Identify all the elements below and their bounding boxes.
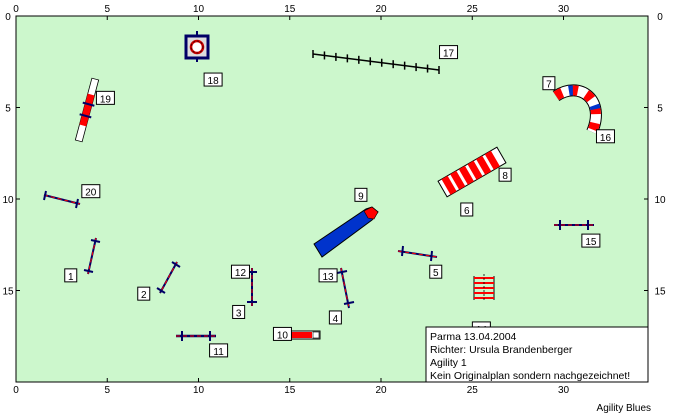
obstacle-5-jump [397,245,438,262]
x-tick-label-bottom: 25 [467,385,479,396]
x-tick-label-bottom: 15 [284,385,296,396]
obstacle-label-box [328,310,342,325]
obstacle-label-box [460,202,474,217]
y-tick-label-right: 10 [654,195,666,206]
obstacle-number-10: 10 [277,330,289,341]
obstacle-number-8: 8 [502,171,508,182]
obstacle-number-2: 2 [141,290,147,301]
obstacle-9-chute [313,206,379,258]
obstacle-18-tire [184,31,210,62]
obstacle-number-18: 18 [208,76,220,87]
x-tick-label-bottom: 10 [193,385,205,396]
info-box-frame [425,326,649,383]
x-tick-label-top: 5 [104,4,110,15]
y-tick-label-right: 15 [654,287,666,298]
obstacle-number-1: 1 [68,272,74,283]
y-tick-label-left: 5 [5,104,11,115]
obstacle-11-jump [176,331,216,341]
x-tick-label-bottom: 30 [558,385,570,396]
obstacle-number-9: 9 [358,191,364,202]
info-note: Kein Originalplan sondern nachgezeichnet… [430,370,630,382]
y-tick-label-right: 5 [657,104,663,115]
x-tick-label-top: 25 [467,4,479,15]
brand-label: Agility Blues [597,403,651,414]
obstacle-number-17: 17 [443,49,455,60]
obstacle-number-16: 16 [600,133,612,144]
obstacle-4-jump [336,267,355,309]
x-tick-label-top: 20 [375,4,387,15]
obstacle-label-box [272,326,292,341]
obstacle-number-7: 7 [546,80,552,91]
obstacle-label-box [81,184,101,199]
obstacle-label-box [498,167,512,182]
obstacle-number-13: 13 [323,272,335,283]
y-tick-label-right: 0 [657,12,663,23]
obstacle-label-box [439,45,459,60]
obstacle-number-6: 6 [464,206,470,217]
info-venue-date: Parma 13.04.2004 [430,331,517,343]
obstacle-label-box [209,343,229,358]
obstacle-label-box [542,76,556,91]
info-class: Agility 1 [430,357,467,369]
x-tick-label-bottom: 20 [375,385,387,396]
obstacle-label-box [232,304,246,319]
obstacle-number-labels: 1234567891011121314151617181920 [64,45,615,358]
obstacle-label-box [137,286,151,301]
x-tick-label-bottom: 5 [104,385,110,396]
obstacle-label-box [581,233,601,248]
x-tick-label-top: 15 [284,4,296,15]
y-tick-label-left: 0 [5,12,11,23]
x-tick-label-top: 0 [13,4,19,15]
obstacle-label-box [354,187,368,202]
y-tick-label-left: 15 [2,287,14,298]
obstacle-20-jump [43,190,81,209]
obstacle-label-box [203,72,223,87]
obstacle-17-weave-poles [312,50,440,74]
obstacle-number-4: 4 [333,314,339,325]
x-tick-label-bottom: 0 [13,385,19,396]
obstacle-19-wall [74,77,100,143]
x-tick-label-top: 10 [193,4,205,15]
obstacle-2-jump [156,261,181,294]
y-tick-label-left: 10 [2,195,14,206]
obstacle-number-20: 20 [85,188,97,199]
obstacle-number-3: 3 [236,308,242,319]
course-info-box: Parma 13.04.2004 Richter: Ursula Branden… [425,326,649,383]
obstacle-15-jump [554,220,594,230]
obstacle-14-ladder [473,274,495,302]
obstacle-label-box [95,90,115,105]
obstacle-number-5: 5 [433,268,439,279]
obstacle-label-box [230,264,250,279]
obstacle-label-box [64,268,78,283]
obstacle-label-box [429,264,443,279]
obstacle-number-15: 15 [585,237,597,248]
obstacle-16-curved-tunnel [552,84,602,135]
obstacle-number-19: 19 [100,94,112,105]
info-judge: Richter: Ursula Brandenberger [430,344,573,356]
obstacle-label-box [318,268,338,283]
obstacle-8-tunnel [437,146,507,198]
obstacle-1-jump [83,237,101,275]
obstacle-number-12: 12 [235,268,247,279]
obstacle-label-box [595,129,615,144]
obstacle-number-11: 11 [213,347,224,358]
x-tick-label-top: 30 [558,4,570,15]
